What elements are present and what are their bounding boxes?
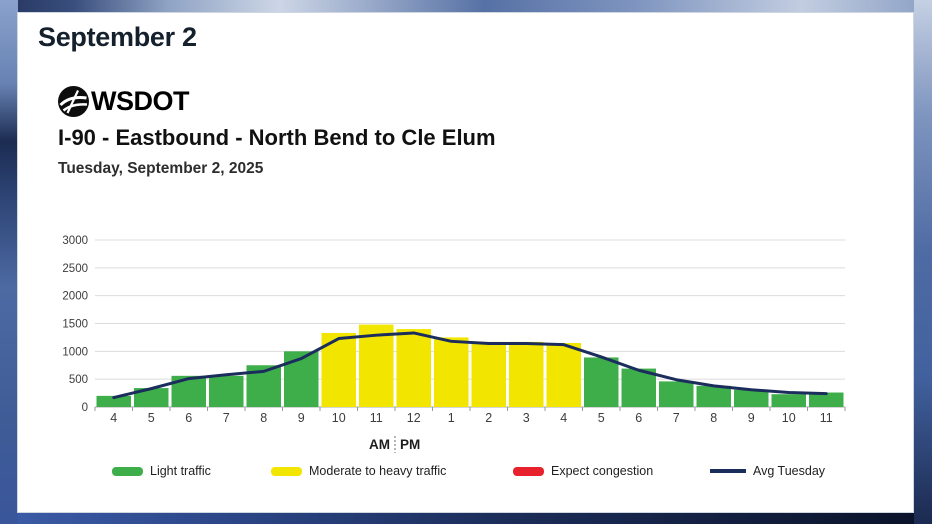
traffic-bar (771, 394, 806, 407)
x-axis-tick-label: 8 (710, 411, 717, 425)
traffic-bar (809, 392, 844, 407)
legend-color-swatch (271, 466, 302, 476)
y-axis-tick-label: 0 (82, 402, 88, 414)
traffic-bar (396, 329, 431, 407)
traffic-bar (134, 388, 169, 407)
chart-subtitle: Tuesday, September 2, 2025 (58, 160, 264, 177)
y-axis-tick-label: 2000 (62, 291, 88, 303)
x-axis-tick-label: 11 (820, 411, 833, 425)
wsdot-logo-text: WSDOT (91, 86, 190, 116)
x-axis-tick-label: 7 (223, 411, 230, 425)
x-axis-tick-label: 5 (148, 411, 155, 425)
x-axis-tick-label: 9 (298, 411, 305, 425)
traffic-bar (209, 375, 244, 407)
legend-line-swatch (710, 469, 746, 473)
legend-color-swatch (112, 466, 143, 476)
traffic-bar (584, 357, 619, 407)
legend-label: Expect congestion (551, 464, 654, 478)
background-left-strip (0, 0, 18, 524)
background-top-strip (0, 0, 932, 14)
y-axis-tick-label: 1000 (62, 346, 88, 358)
x-axis-tick-label: 4 (110, 411, 117, 425)
x-axis-tick-label: 4 (560, 411, 567, 425)
x-axis-tick-label: 7 (673, 411, 680, 425)
traffic-bar (359, 324, 394, 407)
x-axis-tick-label: 6 (635, 411, 642, 425)
chart-title: I-90 - Eastbound - North Bend to Cle Elu… (58, 125, 496, 150)
x-axis-tick-label: 9 (748, 411, 755, 425)
x-axis-tick-label: 2 (485, 411, 492, 425)
wsdot-logo: WSDOT (58, 86, 190, 117)
x-axis-tick-label: 6 (185, 411, 192, 425)
traffic-bar (509, 341, 544, 407)
legend-item: Light traffic (112, 464, 211, 478)
wsdot-logo-icon (58, 86, 89, 117)
background-right-strip (914, 0, 932, 524)
x-axis-tick-label: 3 (523, 411, 530, 425)
traffic-bar (659, 381, 694, 407)
legend-color-swatch (513, 466, 544, 476)
x-axis-tick-label: 1 (448, 411, 455, 425)
x-axis-tick-label: 5 (598, 411, 605, 425)
y-axis-tick-label: 3000 (62, 235, 88, 247)
x-axis-tick-label: 12 (407, 411, 421, 425)
x-axis-tick-label: 8 (260, 411, 267, 425)
legend-label: Moderate to heavy traffic (309, 464, 447, 478)
background-bottom-strip (0, 512, 932, 524)
traffic-bar (734, 389, 769, 407)
overlay-title: September 2 (38, 22, 197, 52)
y-axis-tick-label: 1500 (62, 319, 88, 331)
legend-item: Expect congestion (513, 464, 653, 478)
traffic-bar (284, 351, 319, 407)
y-axis-tick-label: 2500 (62, 263, 88, 275)
traffic-bar (546, 342, 581, 407)
avg-tuesday-line (112, 331, 828, 400)
legend-item: Avg Tuesday (710, 464, 825, 478)
traffic-bar (434, 337, 469, 407)
legend-item: Moderate to heavy traffic (271, 464, 446, 478)
y-axis-tick-label: 500 (69, 374, 88, 386)
traffic-bar (96, 395, 131, 407)
traffic-bar (621, 368, 656, 407)
traffic-bar (696, 385, 731, 407)
traffic-bar (471, 341, 506, 407)
legend-label: Avg Tuesday (753, 464, 826, 478)
pm-label: PM (400, 437, 420, 452)
legend-label: Light traffic (150, 464, 211, 478)
am-label: AM (369, 437, 390, 452)
x-axis-tick-label: 10 (332, 411, 346, 425)
x-axis-tick-label: 11 (370, 411, 383, 425)
content-card (17, 12, 914, 513)
x-axis-tick-label: 10 (782, 411, 796, 425)
